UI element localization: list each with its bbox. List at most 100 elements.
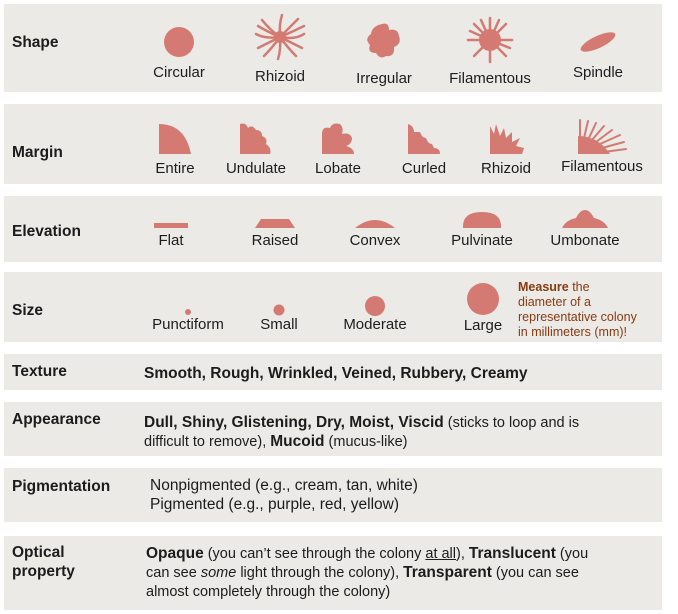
optical-row: Optical property Opaque (you can’t see t… <box>4 536 662 610</box>
margin-caption: Filamentous <box>561 158 643 175</box>
shape-rhizoid: Rhizoid <box>240 12 320 85</box>
measure-note: Measure the diameter of a representative… <box>518 280 658 340</box>
elevation-flat: Flat <box>136 214 206 249</box>
filamentous-colony-icon <box>466 16 514 64</box>
margin-label: Margin <box>12 144 63 161</box>
appearance-bold-values: Dull, Shiny, Glistening, Dry, Moist, Vis… <box>144 414 444 431</box>
punctiform-size-icon <box>185 309 191 315</box>
measure-note-line2: diameter of a <box>518 295 591 309</box>
margin-row: Margin Entire Undulate Lobate Curled Rhi… <box>4 104 662 184</box>
elevation-label: Elevation <box>12 223 81 240</box>
moderate-size-icon <box>365 296 385 316</box>
appearance-label: Appearance <box>12 411 101 428</box>
size-caption: Moderate <box>343 316 407 333</box>
measure-note-line3: representative colony <box>518 310 637 324</box>
elevation-caption: Pulvinate <box>451 232 513 249</box>
size-label: Size <box>12 302 44 319</box>
opaque-underline: at all <box>425 546 457 562</box>
translucent-desc1: (you <box>555 546 589 562</box>
size-caption: Small <box>260 316 298 333</box>
size-caption: Large <box>463 317 503 334</box>
appearance-note3: (mucus-like) <box>324 434 408 451</box>
elevation-caption: Umbonate <box>550 232 620 249</box>
size-moderate: Moderate <box>330 292 420 333</box>
measure-note-line1: the <box>568 280 590 294</box>
shape-caption: Spindle <box>572 64 624 81</box>
margin-caption: Curled <box>401 160 447 177</box>
small-size-icon <box>273 304 285 316</box>
size-row: Size Punctiform Small Moderate Large Mea… <box>4 272 662 342</box>
appearance-note1: (sticks to loop and is <box>443 415 580 431</box>
rhizoid-colony-icon <box>254 13 306 61</box>
pigmentation-row: Pigmentation Nonpigmented (e.g., cream, … <box>4 468 662 522</box>
large-size-icon <box>467 283 499 315</box>
elevation-raised: Raised <box>240 214 310 249</box>
spindle-colony-icon <box>580 32 616 52</box>
shape-caption: Filamentous <box>449 70 531 87</box>
margin-curled: Curled <box>388 120 460 177</box>
texture-row: Texture Smooth, Rough, Wrinkled, Veined,… <box>4 354 662 390</box>
optical-text: Opaque (you can’t see through the colony… <box>146 544 660 601</box>
margin-caption: Undulate <box>225 160 287 177</box>
raised-elevation-icon <box>255 219 295 228</box>
size-small: Small <box>246 292 312 333</box>
elevation-caption: Flat <box>158 232 184 249</box>
shape-label: Shape <box>12 34 59 51</box>
texture-values: Smooth, Rough, Wrinkled, Veined, Rubbery… <box>144 365 528 382</box>
undulate-margin-icon <box>240 123 271 154</box>
flat-elevation-icon <box>154 223 188 228</box>
elevation-umbonate: Umbonate <box>540 208 630 249</box>
lobate-margin-icon <box>322 123 354 154</box>
measure-note-bold: Measure <box>518 280 569 294</box>
curled-margin-icon <box>408 124 440 154</box>
transparent-desc2: almost completely through the colony) <box>146 583 391 600</box>
size-punctiform: Punctiform <box>140 292 236 333</box>
margin-caption: Entire <box>155 160 195 177</box>
optical-label-line2: property <box>12 562 75 580</box>
pigmentation-line2: Pigmented (e.g., purple, red, yellow) <box>150 496 399 514</box>
filamentous-margin-icon <box>578 119 627 154</box>
shape-circular: Circular <box>144 24 214 81</box>
elevation-caption: Raised <box>251 232 299 249</box>
margin-caption: Lobate <box>315 160 361 177</box>
elevation-pulvinate: Pulvinate <box>440 210 524 249</box>
opaque-term: Opaque <box>146 545 204 562</box>
translucent-term: Translucent <box>468 545 556 562</box>
transparent-term: Transparent <box>403 564 492 582</box>
elevation-caption: Convex <box>349 232 401 249</box>
appearance-text: Dull, Shiny, Glistening, Dry, Moist, Vis… <box>144 413 658 452</box>
shape-row: Shape Circular Rhizoid Irregular <box>4 4 662 92</box>
appearance-note2: difficult to remove), <box>144 434 271 451</box>
irregular-colony-icon <box>367 23 400 58</box>
pigmentation-line1: Nonpigmented (e.g., cream, tan, white) <box>150 477 418 494</box>
pigmentation-text: Nonpigmented (e.g., cream, tan, white) P… <box>150 476 418 515</box>
shape-spindle: Spindle <box>560 24 636 81</box>
opaque-desc: (you can’t see through the colony <box>203 546 426 562</box>
texture-label: Texture <box>12 363 67 380</box>
size-caption: Punctiform <box>152 316 224 333</box>
circular-colony-icon <box>164 27 194 57</box>
convex-elevation-icon <box>355 220 395 228</box>
translucent-some: some <box>200 565 237 582</box>
elevation-row: Elevation Flat Raised Convex Pulvinate U… <box>4 196 662 262</box>
pulvinate-elevation-icon <box>462 212 502 228</box>
shape-caption: Rhizoid <box>254 68 306 85</box>
margin-caption: Rhizoid <box>480 160 532 177</box>
appearance-mucoid: Mucoid <box>270 433 325 451</box>
optical-label-line1: Optical <box>12 544 65 561</box>
margin-rhizoid: Rhizoid <box>468 120 544 177</box>
margin-undulate: Undulate <box>214 120 298 177</box>
shape-filamentous: Filamentous <box>440 16 540 87</box>
pigmentation-label: Pigmentation <box>12 478 111 495</box>
rhizoid-margin-icon <box>490 124 524 154</box>
translucent-desc2: can see <box>146 565 201 582</box>
elevation-convex: Convex <box>340 214 410 249</box>
shape-caption: Irregular <box>356 70 412 87</box>
entire-margin-icon <box>159 124 191 154</box>
transparent-desc1: (you can see <box>491 565 579 582</box>
optical-label: Optical property <box>12 544 75 581</box>
translucent-desc3: light through the colony), <box>236 565 404 582</box>
appearance-row: Appearance Dull, Shiny, Glistening, Dry,… <box>4 402 662 456</box>
opaque-end: ), <box>456 546 469 562</box>
umbonate-elevation-icon <box>562 210 608 228</box>
